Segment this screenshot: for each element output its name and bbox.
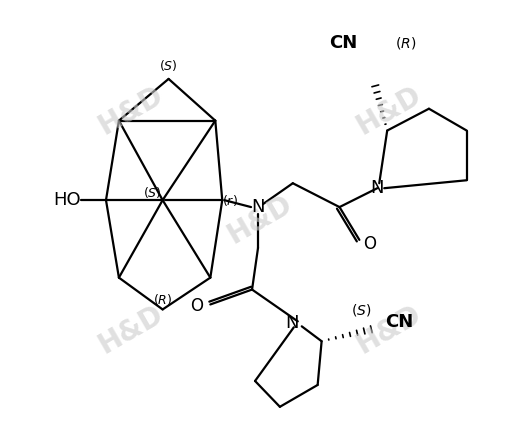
Text: $(R)$: $(R)$ bbox=[396, 35, 417, 51]
Text: H&D: H&D bbox=[223, 191, 298, 249]
Text: $(S)$: $(S)$ bbox=[159, 59, 178, 73]
Text: N: N bbox=[370, 179, 384, 197]
Text: $(S)$: $(S)$ bbox=[351, 302, 372, 319]
Text: N: N bbox=[252, 198, 265, 216]
Text: $(R)$: $(R)$ bbox=[153, 292, 172, 307]
Text: $(S)$: $(S)$ bbox=[144, 185, 162, 200]
Text: H&D: H&D bbox=[352, 300, 427, 359]
Text: O: O bbox=[363, 235, 376, 253]
Text: H&D: H&D bbox=[93, 300, 168, 359]
Text: N: N bbox=[285, 314, 299, 332]
Text: H&D: H&D bbox=[352, 81, 427, 140]
Text: H&D: H&D bbox=[93, 81, 168, 140]
Text: $(r)$: $(r)$ bbox=[222, 193, 238, 208]
Text: HO: HO bbox=[53, 191, 81, 209]
Text: O: O bbox=[190, 297, 203, 315]
Text: CN: CN bbox=[385, 313, 413, 331]
Text: CN: CN bbox=[330, 34, 357, 52]
